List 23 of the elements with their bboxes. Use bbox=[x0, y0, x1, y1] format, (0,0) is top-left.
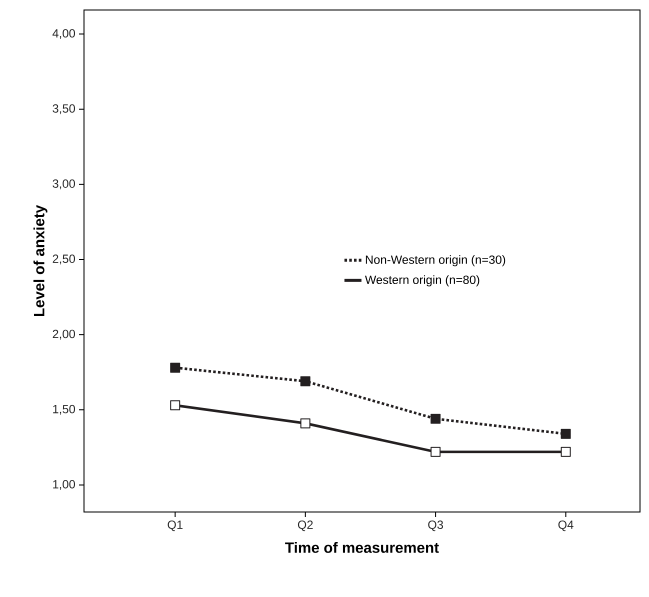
point bbox=[170, 362, 180, 373]
x-tick-label: Q2 bbox=[298, 520, 313, 532]
y-tick-label: 2,50 bbox=[52, 254, 76, 264]
x-tick-label: Q1 bbox=[168, 520, 183, 532]
point bbox=[170, 400, 180, 410]
y-tick-label: 1,00 bbox=[53, 480, 76, 490]
y-tick-label: 3,00 bbox=[52, 179, 76, 190]
point bbox=[300, 418, 310, 428]
point bbox=[560, 428, 571, 439]
legend-label: Non-Western origin (n=30) bbox=[366, 255, 506, 266]
y-tick-label: 1,50 bbox=[53, 404, 76, 415]
y-tick-label: 4,00 bbox=[52, 29, 76, 39]
point bbox=[430, 446, 441, 457]
legend-label: Western origin (n=80) bbox=[364, 275, 480, 286]
x-axis-title: Time of measurement bbox=[285, 542, 439, 553]
y-axis-title: Level of anxiety bbox=[33, 205, 48, 316]
x-tick-label: Q3 bbox=[428, 520, 444, 532]
point bbox=[300, 376, 310, 386]
point bbox=[430, 414, 441, 424]
x-tick-label: Q4 bbox=[558, 520, 574, 532]
y-tick-label: 2,00 bbox=[52, 330, 76, 340]
y-tick-label: 3,50 bbox=[52, 104, 76, 114]
point bbox=[560, 446, 571, 457]
